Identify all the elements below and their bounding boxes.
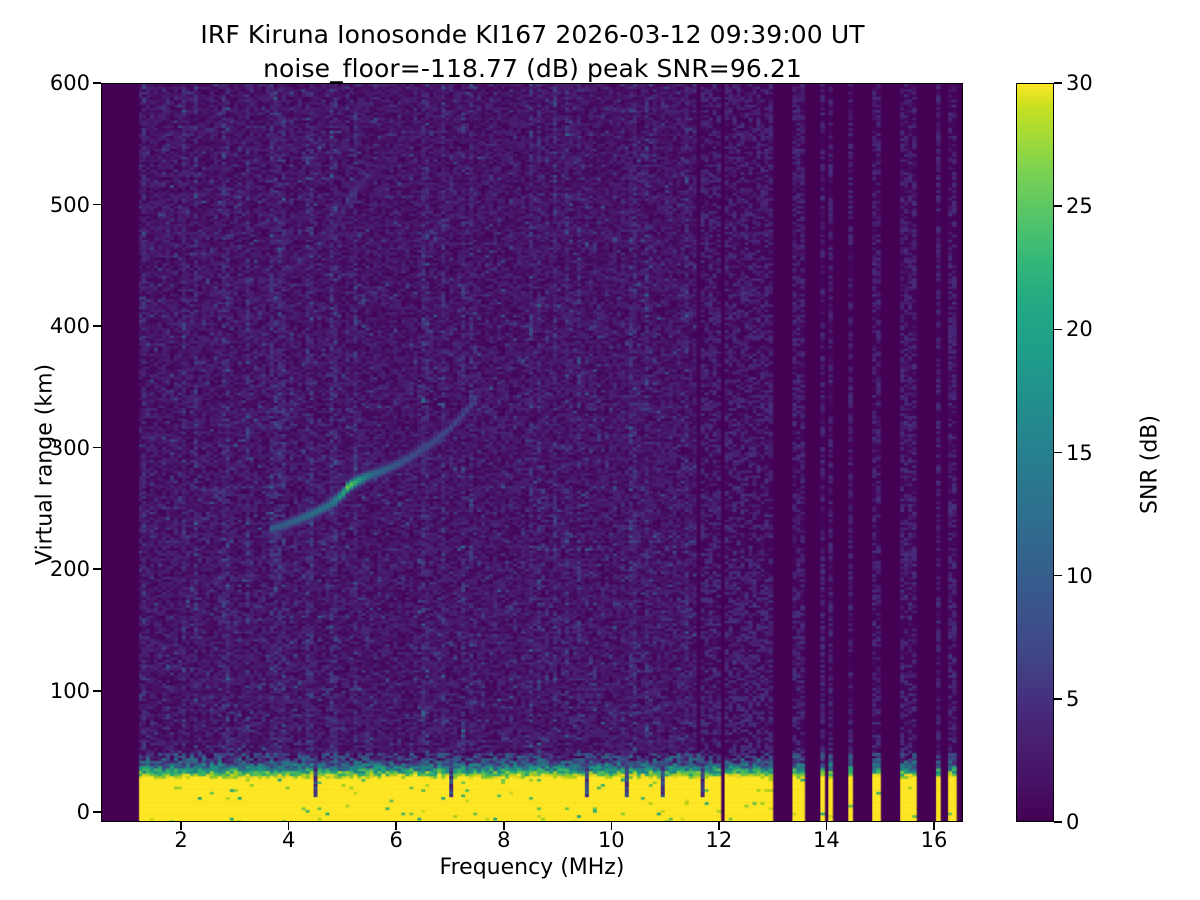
x-tick-label: 16 (920, 828, 948, 852)
colorbar-tick-label: 0 (1066, 810, 1080, 834)
y-tick-label: 400 (49, 314, 90, 339)
colorbar-tick-mark (1054, 574, 1062, 577)
ionogram-plot-area[interactable] (101, 83, 963, 822)
x-tick-mark (933, 822, 935, 830)
x-tick-label: 10 (597, 828, 625, 852)
ionogram-heatmap-canvas (102, 84, 962, 821)
y-tick-mark (93, 82, 101, 84)
y-tick-label: 500 (49, 192, 90, 217)
x-axis-label: Frequency (MHz) (439, 855, 625, 880)
colorbar-tick-label: 20 (1066, 317, 1093, 342)
colorbar-label: SNR (dB) (1137, 415, 1163, 514)
x-tick-mark (395, 822, 397, 830)
y-tick-label: 0 (76, 800, 90, 825)
y-tick-mark (93, 689, 101, 692)
colorbar-label-wrapper: SNR (dB) (1138, 315, 1163, 615)
colorbar-tick-mark (1054, 82, 1062, 84)
x-tick-label: 6 (389, 828, 403, 852)
colorbar-tick-label: 15 (1066, 440, 1093, 465)
colorbar-tick-label: 25 (1066, 194, 1093, 219)
x-tick-mark (287, 822, 290, 830)
colorbar-tick-label: 30 (1066, 71, 1093, 95)
y-tick-label: 600 (49, 71, 90, 95)
x-tick-label: 2 (174, 828, 188, 852)
y-tick-mark (93, 811, 101, 814)
y-tick-mark (93, 446, 101, 449)
x-tick-mark (825, 822, 828, 830)
colorbar-tick-mark (1054, 821, 1062, 823)
y-tick-mark (93, 325, 101, 327)
x-tick-mark (180, 822, 182, 830)
y-tick-mark (93, 203, 101, 206)
x-tick-label: 12 (705, 828, 733, 852)
y-tick-label: 100 (49, 678, 90, 703)
x-tick-mark (718, 822, 720, 830)
colorbar-tick-mark (1054, 328, 1062, 331)
colorbar-tick-mark (1054, 451, 1062, 454)
colorbar-gradient (1016, 83, 1054, 822)
x-tick-label: 8 (497, 828, 511, 852)
y-tick-label: 200 (49, 557, 90, 582)
colorbar-tick-label: 10 (1066, 563, 1093, 588)
y-tick-mark (93, 568, 101, 570)
x-tick-mark (502, 822, 505, 830)
x-tick-label: 4 (281, 828, 296, 852)
y-tick-label: 300 (49, 435, 90, 460)
colorbar-tick-mark (1054, 205, 1062, 207)
colorbar-tick-mark (1054, 698, 1062, 700)
colorbar-tick-label: 5 (1066, 686, 1080, 711)
page-title: IRF Kiruna Ionosonde KI167 2026-03-12 09… (200, 20, 865, 83)
x-tick-mark (610, 822, 613, 830)
x-tick-label: 14 (813, 828, 840, 852)
